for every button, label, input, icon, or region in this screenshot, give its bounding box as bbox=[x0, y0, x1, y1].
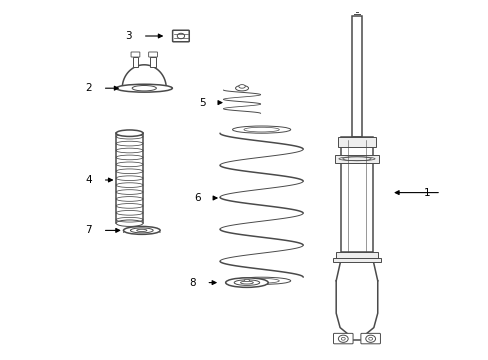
FancyBboxPatch shape bbox=[172, 30, 189, 42]
Text: 8: 8 bbox=[188, 278, 195, 288]
Ellipse shape bbox=[244, 279, 249, 282]
FancyBboxPatch shape bbox=[337, 137, 375, 147]
Ellipse shape bbox=[235, 85, 248, 91]
Text: 5: 5 bbox=[198, 98, 205, 108]
Ellipse shape bbox=[232, 126, 290, 133]
FancyBboxPatch shape bbox=[333, 333, 352, 344]
Ellipse shape bbox=[136, 229, 146, 231]
Ellipse shape bbox=[116, 220, 142, 226]
Text: 7: 7 bbox=[85, 225, 92, 235]
FancyBboxPatch shape bbox=[148, 52, 157, 57]
Ellipse shape bbox=[116, 130, 142, 136]
Ellipse shape bbox=[132, 85, 156, 91]
Ellipse shape bbox=[116, 84, 172, 92]
Ellipse shape bbox=[130, 228, 153, 233]
Ellipse shape bbox=[123, 226, 160, 234]
Text: 2: 2 bbox=[85, 83, 92, 93]
FancyBboxPatch shape bbox=[150, 57, 156, 67]
Ellipse shape bbox=[225, 278, 267, 287]
FancyBboxPatch shape bbox=[132, 57, 138, 67]
Text: 6: 6 bbox=[193, 193, 200, 203]
Ellipse shape bbox=[244, 279, 279, 283]
Ellipse shape bbox=[238, 85, 245, 88]
FancyBboxPatch shape bbox=[131, 52, 140, 57]
FancyBboxPatch shape bbox=[334, 155, 378, 163]
Text: 4: 4 bbox=[85, 175, 92, 185]
FancyBboxPatch shape bbox=[341, 137, 372, 252]
Ellipse shape bbox=[244, 127, 279, 132]
Ellipse shape bbox=[234, 280, 259, 285]
Ellipse shape bbox=[240, 281, 253, 284]
FancyBboxPatch shape bbox=[333, 258, 380, 262]
FancyBboxPatch shape bbox=[360, 333, 380, 344]
Text: 3: 3 bbox=[125, 31, 132, 41]
FancyBboxPatch shape bbox=[336, 252, 377, 258]
Text: 1: 1 bbox=[423, 188, 429, 198]
Ellipse shape bbox=[232, 277, 290, 284]
FancyBboxPatch shape bbox=[351, 16, 362, 137]
